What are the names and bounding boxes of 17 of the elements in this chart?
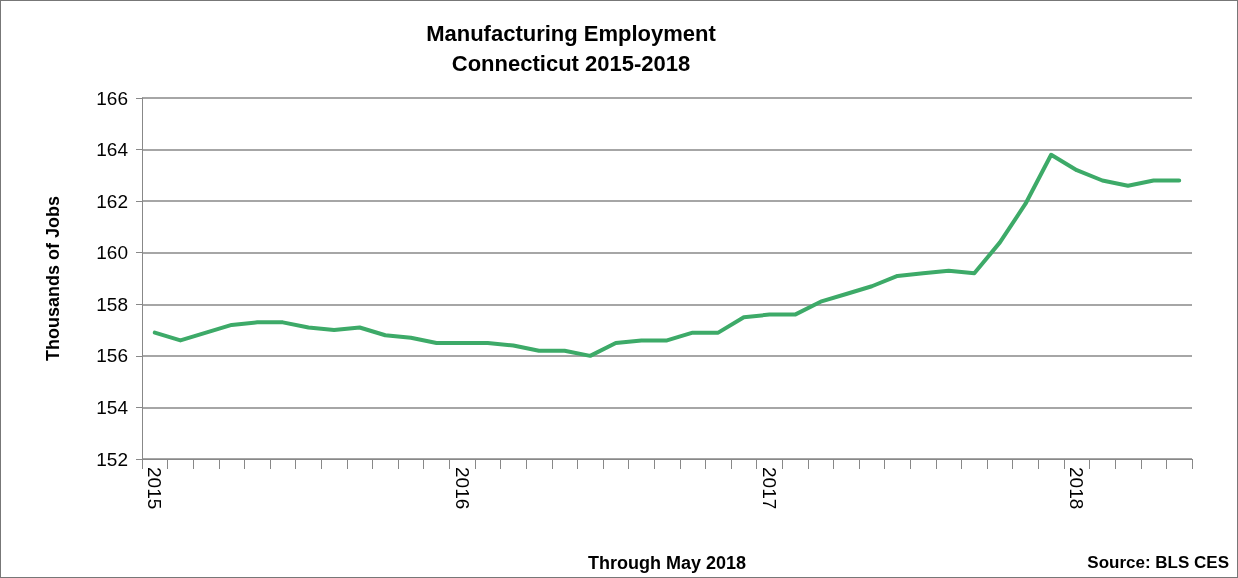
x-tick-label: 2015 bbox=[144, 467, 166, 510]
x-tick-label: 2017 bbox=[758, 467, 780, 510]
y-axis-title: Thousands of Jobs bbox=[43, 195, 63, 362]
y-tick-label: 164 bbox=[96, 139, 129, 161]
y-tick-label: 156 bbox=[96, 345, 128, 367]
y-tick-label: 166 bbox=[96, 87, 128, 109]
y-tick-label: 154 bbox=[96, 396, 129, 418]
line-series bbox=[152, 152, 1182, 358]
x-tick-label: 2016 bbox=[451, 467, 473, 510]
source-note: Source: BLS CES bbox=[1087, 553, 1230, 572]
y-tick-label: 162 bbox=[96, 190, 128, 212]
x-tick-label: 2018 bbox=[1066, 467, 1088, 510]
y-tick-label: 152 bbox=[96, 448, 128, 470]
y-tick-label: 158 bbox=[96, 293, 128, 315]
x-axis-title: Through May 2018 bbox=[587, 553, 747, 573]
chart-title: Manufacturing Employment Connecticut 2015-2018 bbox=[426, 20, 717, 76]
y-tick-label: 160 bbox=[96, 242, 128, 264]
